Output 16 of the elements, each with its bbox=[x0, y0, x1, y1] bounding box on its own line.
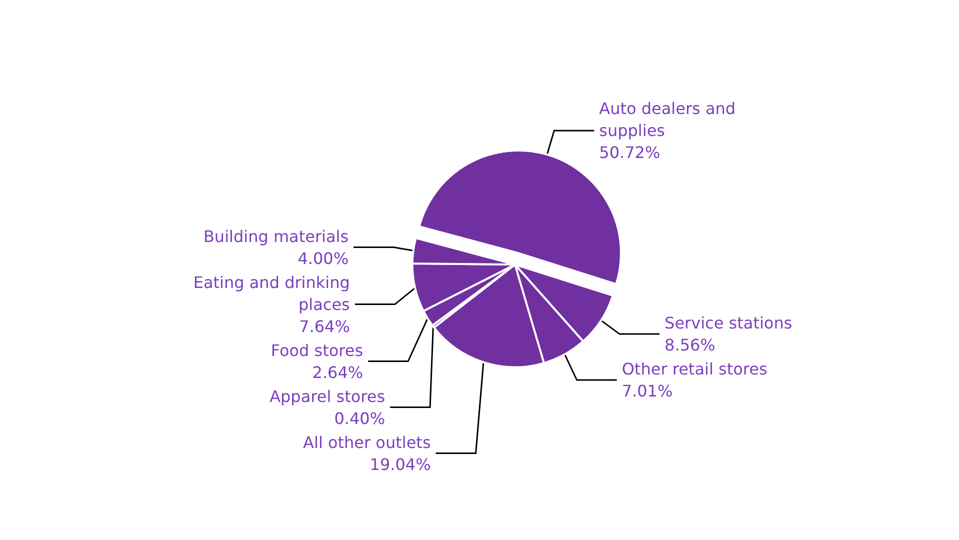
slice-label: Building materials bbox=[203, 226, 349, 246]
data-label: 8.56% bbox=[664, 336, 716, 355]
data-label: 7.01% bbox=[622, 382, 673, 401]
slice-label: Auto dealers and supplies bbox=[599, 99, 741, 140]
slice-label: Other retail stores bbox=[622, 360, 768, 379]
slice-label: All other outlets bbox=[303, 432, 431, 452]
data-label: 50.72% bbox=[599, 143, 660, 162]
data-label: 2.64% bbox=[312, 362, 364, 382]
slice-label: Eating and drinking places bbox=[193, 272, 350, 314]
slice-label: Service stations bbox=[664, 314, 792, 333]
data-label: 7.64% bbox=[299, 316, 350, 336]
slice-label: Food stores bbox=[270, 340, 364, 360]
slice-label: Apparel stores bbox=[270, 386, 386, 406]
data-label: 0.40% bbox=[334, 408, 386, 428]
data-label: 4.00% bbox=[298, 248, 349, 268]
data-label: 19.04% bbox=[370, 454, 431, 474]
